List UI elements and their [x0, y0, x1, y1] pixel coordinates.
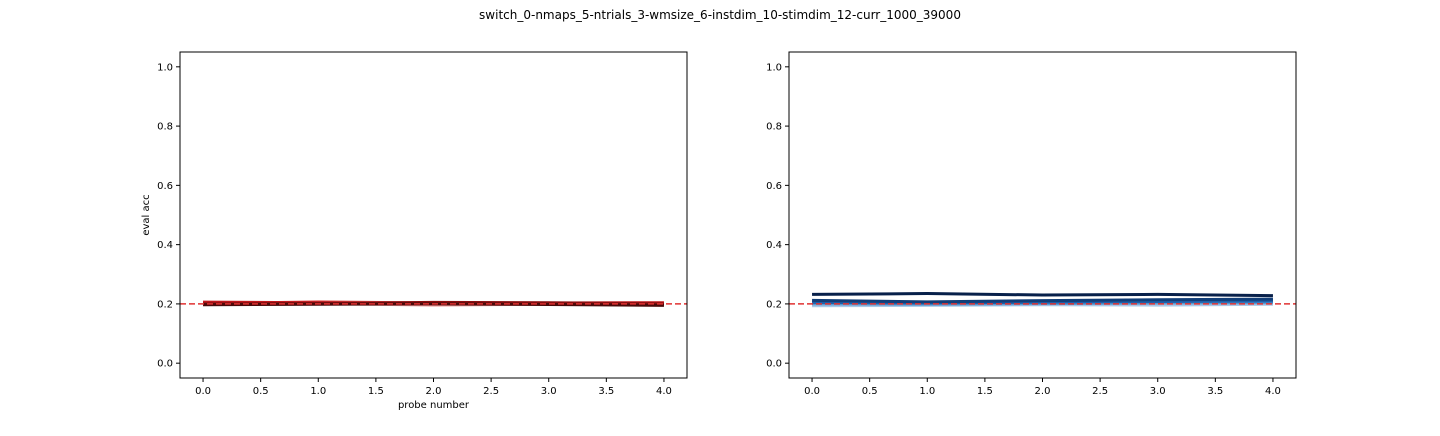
y-tick-label: 0.0 — [157, 359, 173, 370]
x-tick-label: 3.0 — [541, 386, 557, 397]
axes-frame — [179, 51, 688, 379]
y-tick-label: 1.0 — [157, 62, 173, 73]
y-tick-label: 0.6 — [766, 181, 782, 192]
axes-right: 0.0 0.5 1.0 1.5 2.0 2.5 3.0 3.5 4.0 0.0 0.2 0.4 0.6 0… — [766, 51, 1297, 397]
series-line-4 — [812, 292, 1273, 298]
y-tick-label: 0.0 — [766, 359, 782, 370]
x-tick-label: 2.0 — [1035, 386, 1051, 397]
y-tick-label: 0.2 — [157, 299, 173, 310]
x-tick-label: 4.0 — [1265, 386, 1281, 397]
x-tick-label: 0.5 — [253, 386, 269, 397]
y-tick-label: 0.8 — [766, 122, 782, 133]
x-tick-label: 0.0 — [804, 386, 820, 397]
x-tick-label: 4.0 — [656, 386, 672, 397]
y-axis-label: eval acc — [141, 194, 152, 235]
x-tick-label: 2.5 — [483, 386, 499, 397]
y-tick-label: 0.4 — [766, 240, 782, 251]
y-tick-label: 0.8 — [157, 122, 173, 133]
axes-frame — [788, 51, 1297, 379]
x-tick-label: 1.5 — [368, 386, 384, 397]
axes-left: 0.0 0.5 1.0 1.5 2.0 2.5 3.0 3.5 4.0 0.0 0.2 0.4 0.6 0… — [141, 51, 688, 411]
x-tick-label: 0.0 — [195, 386, 211, 397]
series-line-3 — [812, 297, 1273, 304]
x-tick-label: 3.5 — [598, 386, 614, 397]
figure-suptitle: switch_0-nmaps_5-ntrials_3-wmsize_6-inst… — [479, 8, 961, 22]
y-tick-label: 0.4 — [157, 240, 173, 251]
x-tick-label: 2.5 — [1092, 386, 1108, 397]
y-tick-label: 0.6 — [157, 181, 173, 192]
x-tick-label: 0.5 — [862, 386, 878, 397]
x-axis-label: probe number — [398, 400, 470, 411]
x-tick-label: 3.5 — [1207, 386, 1223, 397]
x-tick-label: 1.0 — [310, 386, 326, 397]
y-tick-label: 0.2 — [766, 299, 782, 310]
x-tick-label: 3.0 — [1150, 386, 1166, 397]
x-tick-label: 1.0 — [919, 386, 935, 397]
x-tick-label: 2.0 — [426, 386, 442, 397]
y-tick-label: 1.0 — [766, 62, 782, 73]
x-tick-label: 1.5 — [977, 386, 993, 397]
